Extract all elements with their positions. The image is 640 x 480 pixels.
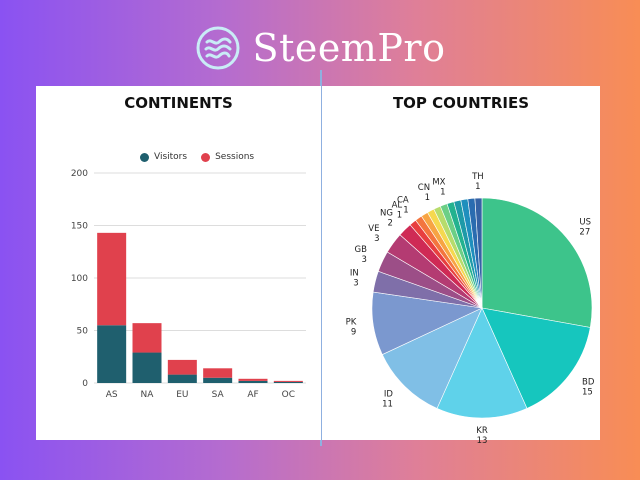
top-countries-pie-chart: US 27 BD 15 KR 13 ID 11 PK 9 IN 3 GB 3VE 3NG 2AL 1CA 1 CN 1… [346,172,595,446]
y-tick-label: 50 [77,327,89,337]
pie-slice-id [381,307,483,409]
x-tick-label: OC [282,390,295,400]
bar-sessions-af [238,378,268,381]
legend-label-sessions: Sessions [215,152,255,162]
y-tick-label: 0 [82,379,88,389]
brand-header: SteemPro [0,22,640,74]
pie-slice-us [481,197,593,328]
pie-label-in: IN 3 [350,268,359,288]
bar-sessions-as [97,232,127,326]
pie-slice-th [474,197,483,309]
bar-visitors-sa [203,377,233,383]
bar-visitors-na [132,352,162,383]
brand-name: SteemPro [252,26,446,70]
steempro-logo-icon [196,26,240,70]
pie-label-id: ID 11 [382,390,393,410]
legend-item-sessions: Sessions [201,152,254,162]
continents-chart-title: CONTINENTS [124,94,233,112]
pie-slice-bd [481,307,591,409]
pie-label-cn: CN 1 [418,183,430,203]
x-tick-label: AS [106,390,118,400]
bar-visitors-oc [273,381,303,383]
bar-sessions-sa [203,368,233,378]
legend-item-visitors: Visitors [140,152,187,162]
bar-sessions-na [132,323,162,353]
pie-label-pk: PK 9 [346,317,357,337]
continents-panel: CONTINENTS Visitors Sessions 0 50 100 150 20… [36,86,321,440]
top-countries-panel: TOP COUNTRIES US 27 BD 15 KR 13 ID 11 PK 9 IN 3 GB 3 V… [322,86,600,446]
pie-label-ca: CA 1 [397,195,409,215]
x-tick-label: NA [141,390,155,400]
pie-label-mx: MX 1 [432,177,445,197]
bar-sessions-eu [167,359,197,375]
continents-legend: Visitors Sessions [140,152,254,162]
y-tick-label: 100 [71,274,88,284]
bar-sessions-oc [273,380,303,382]
x-tick-label: AF [247,390,258,400]
pie-label-us: US 27 [579,218,591,238]
pie-label-kr: KR 13 [476,426,488,446]
bar-visitors-as [97,325,127,383]
top-countries-chart-title: TOP COUNTRIES [392,94,530,112]
panel-divider [320,70,322,446]
pie-slice-kr [436,307,528,419]
x-tick-label: SA [212,390,225,400]
bar-visitors-eu [167,374,197,383]
pie-label-al: AL 1 [392,200,403,220]
legend-swatch-sessions [201,152,211,162]
legend-swatch-visitors [140,152,149,162]
x-tick-label: EU [176,390,188,400]
pie-label-bd: BD 15 [582,377,595,397]
y-tick-label: 200 [71,169,88,179]
legend-label-visitors: Visitors [154,152,188,162]
pie-label-ve: VE 3 [368,224,379,244]
pie-label-gb: GB 3 [355,245,368,265]
pie-label-th: TH 1 [471,172,484,192]
continents-bar-chart: 0 50 100 150 200 AS NA EU SA AF OC [71,169,306,400]
pie-label-ng: NG 2 [380,208,393,228]
y-tick-label: 150 [71,222,88,232]
bar-visitors-af [238,380,268,383]
